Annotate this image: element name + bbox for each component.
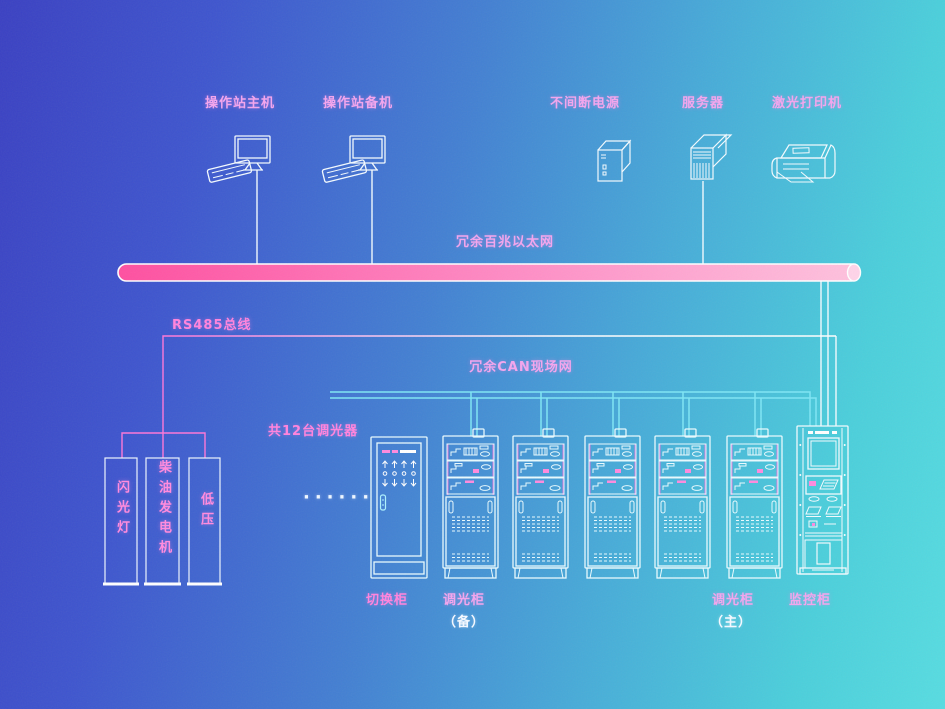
label-main-tag: （主）: [709, 615, 753, 630]
can-bus-lines: [330, 391, 817, 436]
label-rs485-bus: RS485总线: [172, 318, 252, 333]
ethernet-drop-lines: [256, 170, 837, 426]
rs485-bus-lines: [121, 335, 836, 458]
dimmer-cabinet-2: [512, 428, 569, 579]
label-ethernet-bus: 冗余百兆以太网: [455, 235, 555, 250]
ethernet-bus: [117, 263, 862, 282]
dimmer-cabinet-1: [442, 428, 499, 579]
label-diesel-generator: 柴油发电机: [156, 460, 171, 560]
label-can-bus: 冗余CAN现场网: [469, 360, 573, 375]
label-dimmer-count: 共12台调光器: [268, 424, 359, 439]
ellipsis-more-cabinets: ······: [303, 487, 375, 508]
label-ups: 不间断电源: [549, 96, 621, 111]
monitoring-cabinet: [796, 425, 849, 575]
label-dimmer-cabinet-main: 调光柜: [711, 593, 755, 608]
dimmer-cabinets: [442, 428, 783, 579]
label-low-voltage: 低压: [198, 492, 213, 532]
label-monitoring-cabinet: 监控柜: [788, 593, 832, 608]
dimmer-cabinet-5: [726, 428, 783, 579]
server-icon: [690, 133, 733, 180]
ups-icon: [597, 139, 632, 182]
label-flash-lamp: 闪光灯: [114, 480, 129, 540]
label-printer: 激光打印机: [771, 96, 843, 111]
printer-icon: [771, 144, 836, 183]
workstation-backup-icon: [321, 135, 386, 183]
switch-cabinet: [370, 436, 428, 579]
label-server: 服务器: [681, 96, 725, 111]
label-backup-tag: （备）: [442, 615, 486, 630]
dimmer-cabinet-4: [654, 428, 711, 579]
label-switch-cabinet: 切换柜: [365, 593, 409, 608]
label-dimmer-cabinet-backup: 调光柜: [442, 593, 486, 608]
label-operator-main: 操作站主机: [204, 96, 276, 111]
dimmer-cabinet-3: [584, 428, 641, 579]
label-operator-backup: 操作站备机: [322, 96, 394, 111]
workstation-main-icon: [206, 135, 271, 183]
